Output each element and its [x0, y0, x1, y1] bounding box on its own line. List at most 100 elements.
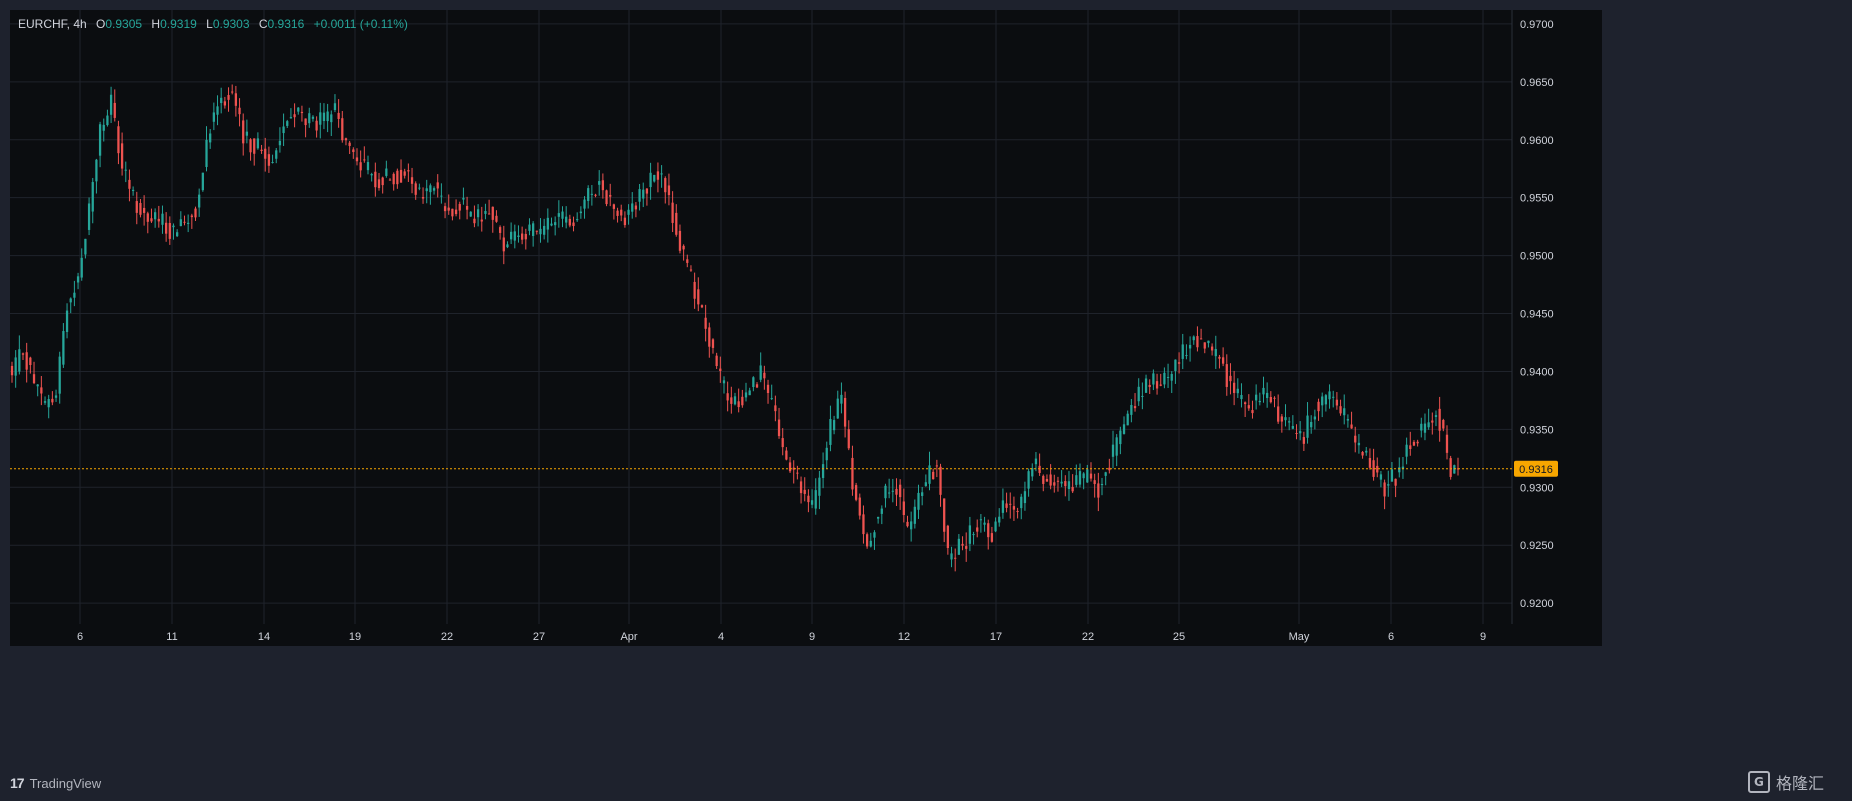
candle-body	[1317, 401, 1320, 412]
candle-body	[113, 102, 116, 118]
x-tick-label: 12	[898, 631, 910, 643]
candle-body	[741, 396, 744, 406]
candle-body	[902, 501, 905, 516]
candle-body	[150, 218, 153, 222]
candle-body	[836, 398, 839, 419]
candle-body	[1214, 348, 1217, 357]
candle-body	[275, 150, 278, 159]
candle-body	[1409, 445, 1412, 449]
candle-body	[124, 169, 127, 171]
candle-body	[198, 194, 201, 208]
candle-body	[906, 521, 909, 527]
symbol-legend: EURCHF, 4h O0.9305 H0.9319 L0.9303 C0.93…	[18, 17, 408, 31]
candle-body	[954, 557, 957, 559]
candle-body	[205, 139, 208, 167]
candle-body	[1038, 465, 1041, 473]
candle-body	[1284, 417, 1287, 421]
candle-body	[216, 106, 219, 115]
candle-body	[1071, 486, 1074, 492]
candle-body	[451, 208, 454, 217]
candle-body	[763, 372, 766, 379]
candle-body	[491, 206, 494, 220]
candle-body	[289, 117, 293, 119]
x-tick-label: 6	[1388, 631, 1394, 643]
time-axis[interactable]	[10, 624, 1602, 646]
candle-body	[609, 194, 612, 197]
candle-body	[583, 199, 586, 209]
candle-body	[165, 222, 168, 234]
y-tick-label: 0.9600	[1520, 135, 1554, 147]
candle-body	[1269, 397, 1272, 403]
candle-body	[1031, 468, 1034, 477]
close-label: C	[258, 17, 268, 31]
x-tick-label: 14	[258, 631, 270, 643]
candle-body	[565, 216, 568, 223]
candle-body	[1166, 376, 1170, 378]
candle-body	[157, 218, 160, 222]
candle-body	[1266, 392, 1269, 399]
candle-body	[891, 490, 894, 492]
candle-body	[473, 218, 476, 224]
x-tick-label: 9	[809, 631, 815, 643]
candle-body	[32, 374, 36, 384]
candle-body	[612, 204, 616, 209]
candle-body	[1236, 388, 1239, 394]
candle-body	[1423, 423, 1427, 433]
candle-body	[1449, 458, 1452, 477]
candle-body	[524, 233, 527, 240]
candle-body	[142, 207, 146, 213]
candle-body	[436, 182, 439, 189]
candle-body	[176, 232, 179, 237]
candle-body	[425, 188, 428, 192]
candle-body	[876, 516, 880, 519]
candle-body	[1067, 481, 1071, 490]
candle-body	[561, 211, 564, 219]
candle-body	[994, 521, 997, 532]
candle-body	[821, 464, 825, 478]
candle-body	[297, 107, 300, 112]
candle-body	[642, 189, 645, 199]
candle-body	[326, 111, 329, 122]
candle-body	[634, 205, 638, 210]
candle-body	[1324, 395, 1328, 405]
price-axis[interactable]	[1512, 10, 1602, 624]
candle-body	[1027, 471, 1030, 489]
candle-body	[814, 490, 817, 509]
candle-body	[792, 467, 795, 470]
candle-body	[1137, 386, 1140, 402]
candle-body	[664, 178, 667, 193]
y-tick-label: 0.9400	[1520, 366, 1554, 378]
candle-body	[517, 235, 520, 238]
candle-body	[1163, 372, 1166, 385]
candle-body	[249, 139, 252, 153]
candle-body	[1343, 408, 1346, 416]
candle-body	[796, 472, 799, 474]
candle-body	[403, 171, 406, 176]
plot-area[interactable]	[10, 10, 1512, 624]
candle-body	[172, 225, 175, 228]
candle-body	[854, 485, 858, 500]
candle-body	[557, 213, 560, 217]
candle-body	[594, 194, 597, 196]
candle-body	[1354, 435, 1357, 443]
candle-body	[700, 305, 704, 308]
candle-body	[242, 120, 245, 144]
candle-body	[730, 397, 733, 404]
candle-body	[961, 543, 964, 546]
candle-body	[1023, 491, 1027, 504]
y-tick-label: 0.9350	[1520, 424, 1554, 436]
tradingview-logo[interactable]: 17 TradingView	[10, 774, 101, 792]
candle-body	[1045, 478, 1049, 482]
candle-body	[924, 482, 927, 486]
candle-body	[653, 174, 656, 182]
candle-body	[447, 207, 450, 211]
candle-body	[1196, 336, 1199, 348]
symbol-label: EURCHF, 4h	[18, 17, 87, 31]
candle-body	[1434, 415, 1438, 417]
candle-body	[572, 222, 575, 227]
candle-body	[54, 395, 58, 398]
candle-body	[414, 183, 417, 195]
candle-body	[484, 210, 487, 214]
